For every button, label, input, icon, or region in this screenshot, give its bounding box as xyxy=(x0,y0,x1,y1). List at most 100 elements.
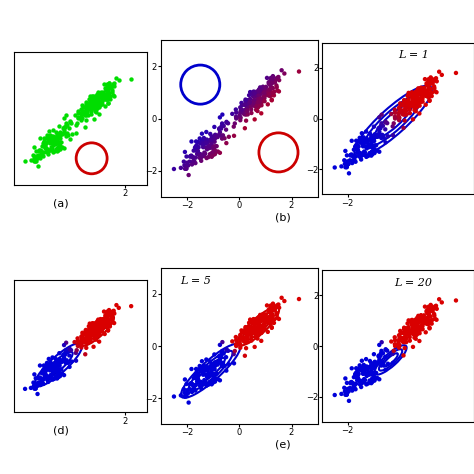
Point xyxy=(49,354,56,361)
Point xyxy=(252,92,259,100)
Point xyxy=(355,142,362,150)
Point xyxy=(36,146,44,154)
Point xyxy=(183,386,191,394)
Point xyxy=(404,103,411,111)
Point xyxy=(194,377,202,384)
Point xyxy=(189,381,196,388)
Point xyxy=(59,143,66,150)
Point xyxy=(265,306,273,314)
Point xyxy=(250,329,258,337)
Point xyxy=(402,97,410,105)
Point xyxy=(410,320,418,328)
Point xyxy=(101,321,109,329)
Point xyxy=(103,317,111,324)
Point xyxy=(241,352,249,360)
Point xyxy=(243,97,251,104)
Point xyxy=(273,301,281,309)
Point xyxy=(56,362,64,370)
Point xyxy=(269,301,277,309)
Point xyxy=(241,106,248,114)
Point xyxy=(89,96,96,103)
Point xyxy=(248,327,256,334)
Point xyxy=(85,95,92,102)
Point xyxy=(209,376,216,383)
Point xyxy=(350,380,357,387)
Point xyxy=(203,155,210,162)
Point xyxy=(413,323,421,331)
Point xyxy=(232,336,240,344)
Point xyxy=(53,130,61,137)
Point xyxy=(90,93,97,101)
Point xyxy=(92,322,100,329)
Point xyxy=(47,132,55,140)
Point xyxy=(259,87,266,95)
Point xyxy=(93,326,101,333)
Point xyxy=(201,380,208,387)
Point xyxy=(63,129,71,137)
Point xyxy=(375,353,383,360)
Point xyxy=(267,302,274,310)
Point xyxy=(201,376,208,384)
Point xyxy=(214,133,221,141)
Point xyxy=(411,316,419,324)
Point xyxy=(413,314,421,321)
Point xyxy=(384,132,392,140)
Point xyxy=(220,122,228,130)
Point xyxy=(187,380,194,387)
Point xyxy=(201,366,209,374)
Point xyxy=(249,99,257,106)
Point xyxy=(45,378,52,386)
Point xyxy=(376,131,384,139)
Point xyxy=(273,309,280,317)
Point xyxy=(418,90,426,98)
Point xyxy=(205,372,213,379)
Point xyxy=(91,319,99,327)
Point xyxy=(95,99,103,106)
Point xyxy=(265,317,273,324)
Point xyxy=(242,111,250,118)
Point xyxy=(427,73,435,81)
Point xyxy=(211,361,219,368)
Point xyxy=(370,142,377,149)
Point xyxy=(97,317,104,324)
Point xyxy=(196,379,203,387)
Point xyxy=(416,324,423,331)
Point xyxy=(90,101,98,109)
Point xyxy=(81,111,89,118)
Point xyxy=(413,322,421,329)
Point xyxy=(103,91,110,99)
Point xyxy=(211,370,219,378)
Point xyxy=(399,110,407,118)
Point xyxy=(54,358,61,365)
Point xyxy=(110,319,118,327)
Point xyxy=(110,80,118,87)
Point xyxy=(43,359,51,367)
Point xyxy=(207,137,215,144)
Point xyxy=(201,152,208,160)
Point xyxy=(192,154,200,161)
Point xyxy=(402,338,410,346)
Point xyxy=(192,143,200,150)
Point xyxy=(411,328,419,335)
Point xyxy=(55,368,63,376)
Point xyxy=(102,90,109,98)
Point xyxy=(378,134,385,142)
Point xyxy=(51,375,58,383)
Point xyxy=(97,315,104,323)
Point xyxy=(192,146,200,154)
Point xyxy=(413,93,420,101)
Point xyxy=(219,359,227,367)
Point xyxy=(46,364,54,372)
Point xyxy=(365,141,373,149)
Point xyxy=(247,109,255,117)
Point xyxy=(405,327,413,334)
Point xyxy=(110,92,118,100)
Point xyxy=(423,87,431,94)
Point xyxy=(30,151,37,159)
Point xyxy=(268,304,276,311)
Point xyxy=(218,122,226,130)
Point xyxy=(94,97,101,104)
Point xyxy=(45,361,53,369)
Point xyxy=(395,114,402,121)
Point xyxy=(415,323,423,330)
